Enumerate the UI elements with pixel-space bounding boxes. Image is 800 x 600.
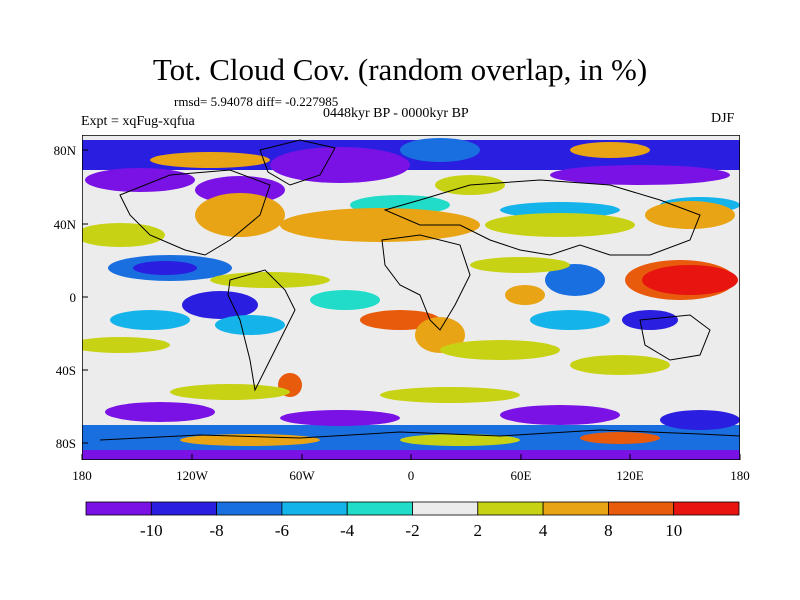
y-tick-label: 40S — [56, 363, 76, 378]
colorbar-labels: -10 -8 -6 -4 -2 2 4 8 10 — [140, 521, 682, 540]
y-tick-label: 80S — [56, 436, 76, 451]
x-tick-label: 180 — [72, 468, 92, 483]
anomaly-patch — [505, 285, 545, 305]
anomaly-patch — [380, 387, 520, 403]
colorbar-box — [673, 501, 740, 516]
colorbar-label: 2 — [474, 521, 483, 540]
x-tick-label: 180 — [730, 468, 750, 483]
anomaly-patch — [310, 290, 380, 310]
anomaly-patch — [270, 147, 410, 183]
x-tick-label: 60W — [289, 468, 315, 483]
colorbar-box — [608, 501, 675, 516]
period-label: 0448kyr BP - 0000kyr BP — [323, 106, 469, 121]
anomaly-patch — [570, 142, 650, 158]
colorbar-box — [542, 501, 609, 516]
anomaly-patch — [182, 291, 258, 319]
colorbar-label: 10 — [665, 521, 682, 540]
anomaly-patch — [500, 405, 620, 425]
colorbar-label: -10 — [140, 521, 163, 540]
colorbar-label: -6 — [275, 521, 289, 540]
anomaly-patch — [660, 410, 740, 430]
page-title: Tot. Cloud Cov. (random overlap, in %) — [152, 52, 648, 87]
anomaly-patch — [150, 152, 270, 168]
x-tick-label: 120W — [176, 468, 209, 483]
experiment-label: Expt = xqFug-xqfua — [81, 114, 195, 129]
anomaly-patch — [85, 168, 195, 192]
anomaly-patch — [645, 201, 735, 229]
anomaly-patch — [82, 337, 170, 353]
colorbar-label: 4 — [539, 521, 548, 540]
anomaly-patch — [622, 310, 678, 330]
y-tick-label: 40N — [54, 217, 77, 232]
colorbar-box — [216, 501, 283, 516]
anomaly-patch — [570, 355, 670, 375]
colorbar-box — [346, 501, 413, 516]
anomaly-patch — [170, 384, 290, 400]
anomaly-patch — [110, 310, 190, 330]
anomaly-patch — [530, 310, 610, 330]
colorbar-label: -8 — [210, 521, 224, 540]
anomaly-patch — [210, 272, 330, 288]
anomaly-patch — [440, 340, 560, 360]
anomaly-patch — [400, 434, 520, 446]
anomaly-field — [82, 135, 740, 460]
colorbar-label: -4 — [340, 521, 355, 540]
colorbar-label: 8 — [604, 521, 613, 540]
colorbar-box — [477, 501, 544, 516]
x-tick-label: 0 — [408, 468, 415, 483]
anomaly-patch — [180, 434, 320, 446]
anomaly-patch — [485, 213, 635, 237]
anomaly-patch — [133, 261, 197, 275]
anomaly-patch — [500, 202, 620, 218]
anomaly-patch — [550, 165, 730, 185]
y-tick-label: 0 — [70, 290, 77, 305]
anomaly-patch — [580, 432, 660, 444]
anomaly-patch — [400, 138, 480, 162]
colorbar-box — [150, 501, 218, 516]
colorbar-label: -2 — [405, 521, 419, 540]
y-axis-labels: 80N 40N 0 40S 80S — [54, 143, 88, 451]
anomaly-patch — [642, 265, 738, 295]
anomaly-patch — [215, 315, 285, 335]
anomaly-patch — [470, 257, 570, 273]
anomaly-patch — [280, 208, 480, 242]
anomaly-patch — [280, 410, 400, 426]
anomaly-patch — [82, 223, 165, 247]
colorbar-box — [412, 501, 479, 516]
anomaly-patch — [195, 193, 285, 237]
anomaly-patch — [545, 264, 605, 296]
season-label: DJF — [711, 111, 735, 126]
stats-line: rmsd= 5.94078 diff= -0.227985 — [174, 94, 339, 109]
x-tick-label: 120E — [616, 468, 644, 483]
x-axis-labels: 180 120W 60W 0 60E 120E 180 — [72, 454, 750, 483]
y-tick-label: 80N — [54, 143, 77, 158]
colorbar-box — [85, 501, 152, 516]
colorbar-box — [281, 501, 348, 516]
colorbar — [85, 501, 740, 516]
anomaly-patch — [105, 402, 215, 422]
x-tick-label: 60E — [511, 468, 532, 483]
coastlines — [99, 139, 740, 441]
